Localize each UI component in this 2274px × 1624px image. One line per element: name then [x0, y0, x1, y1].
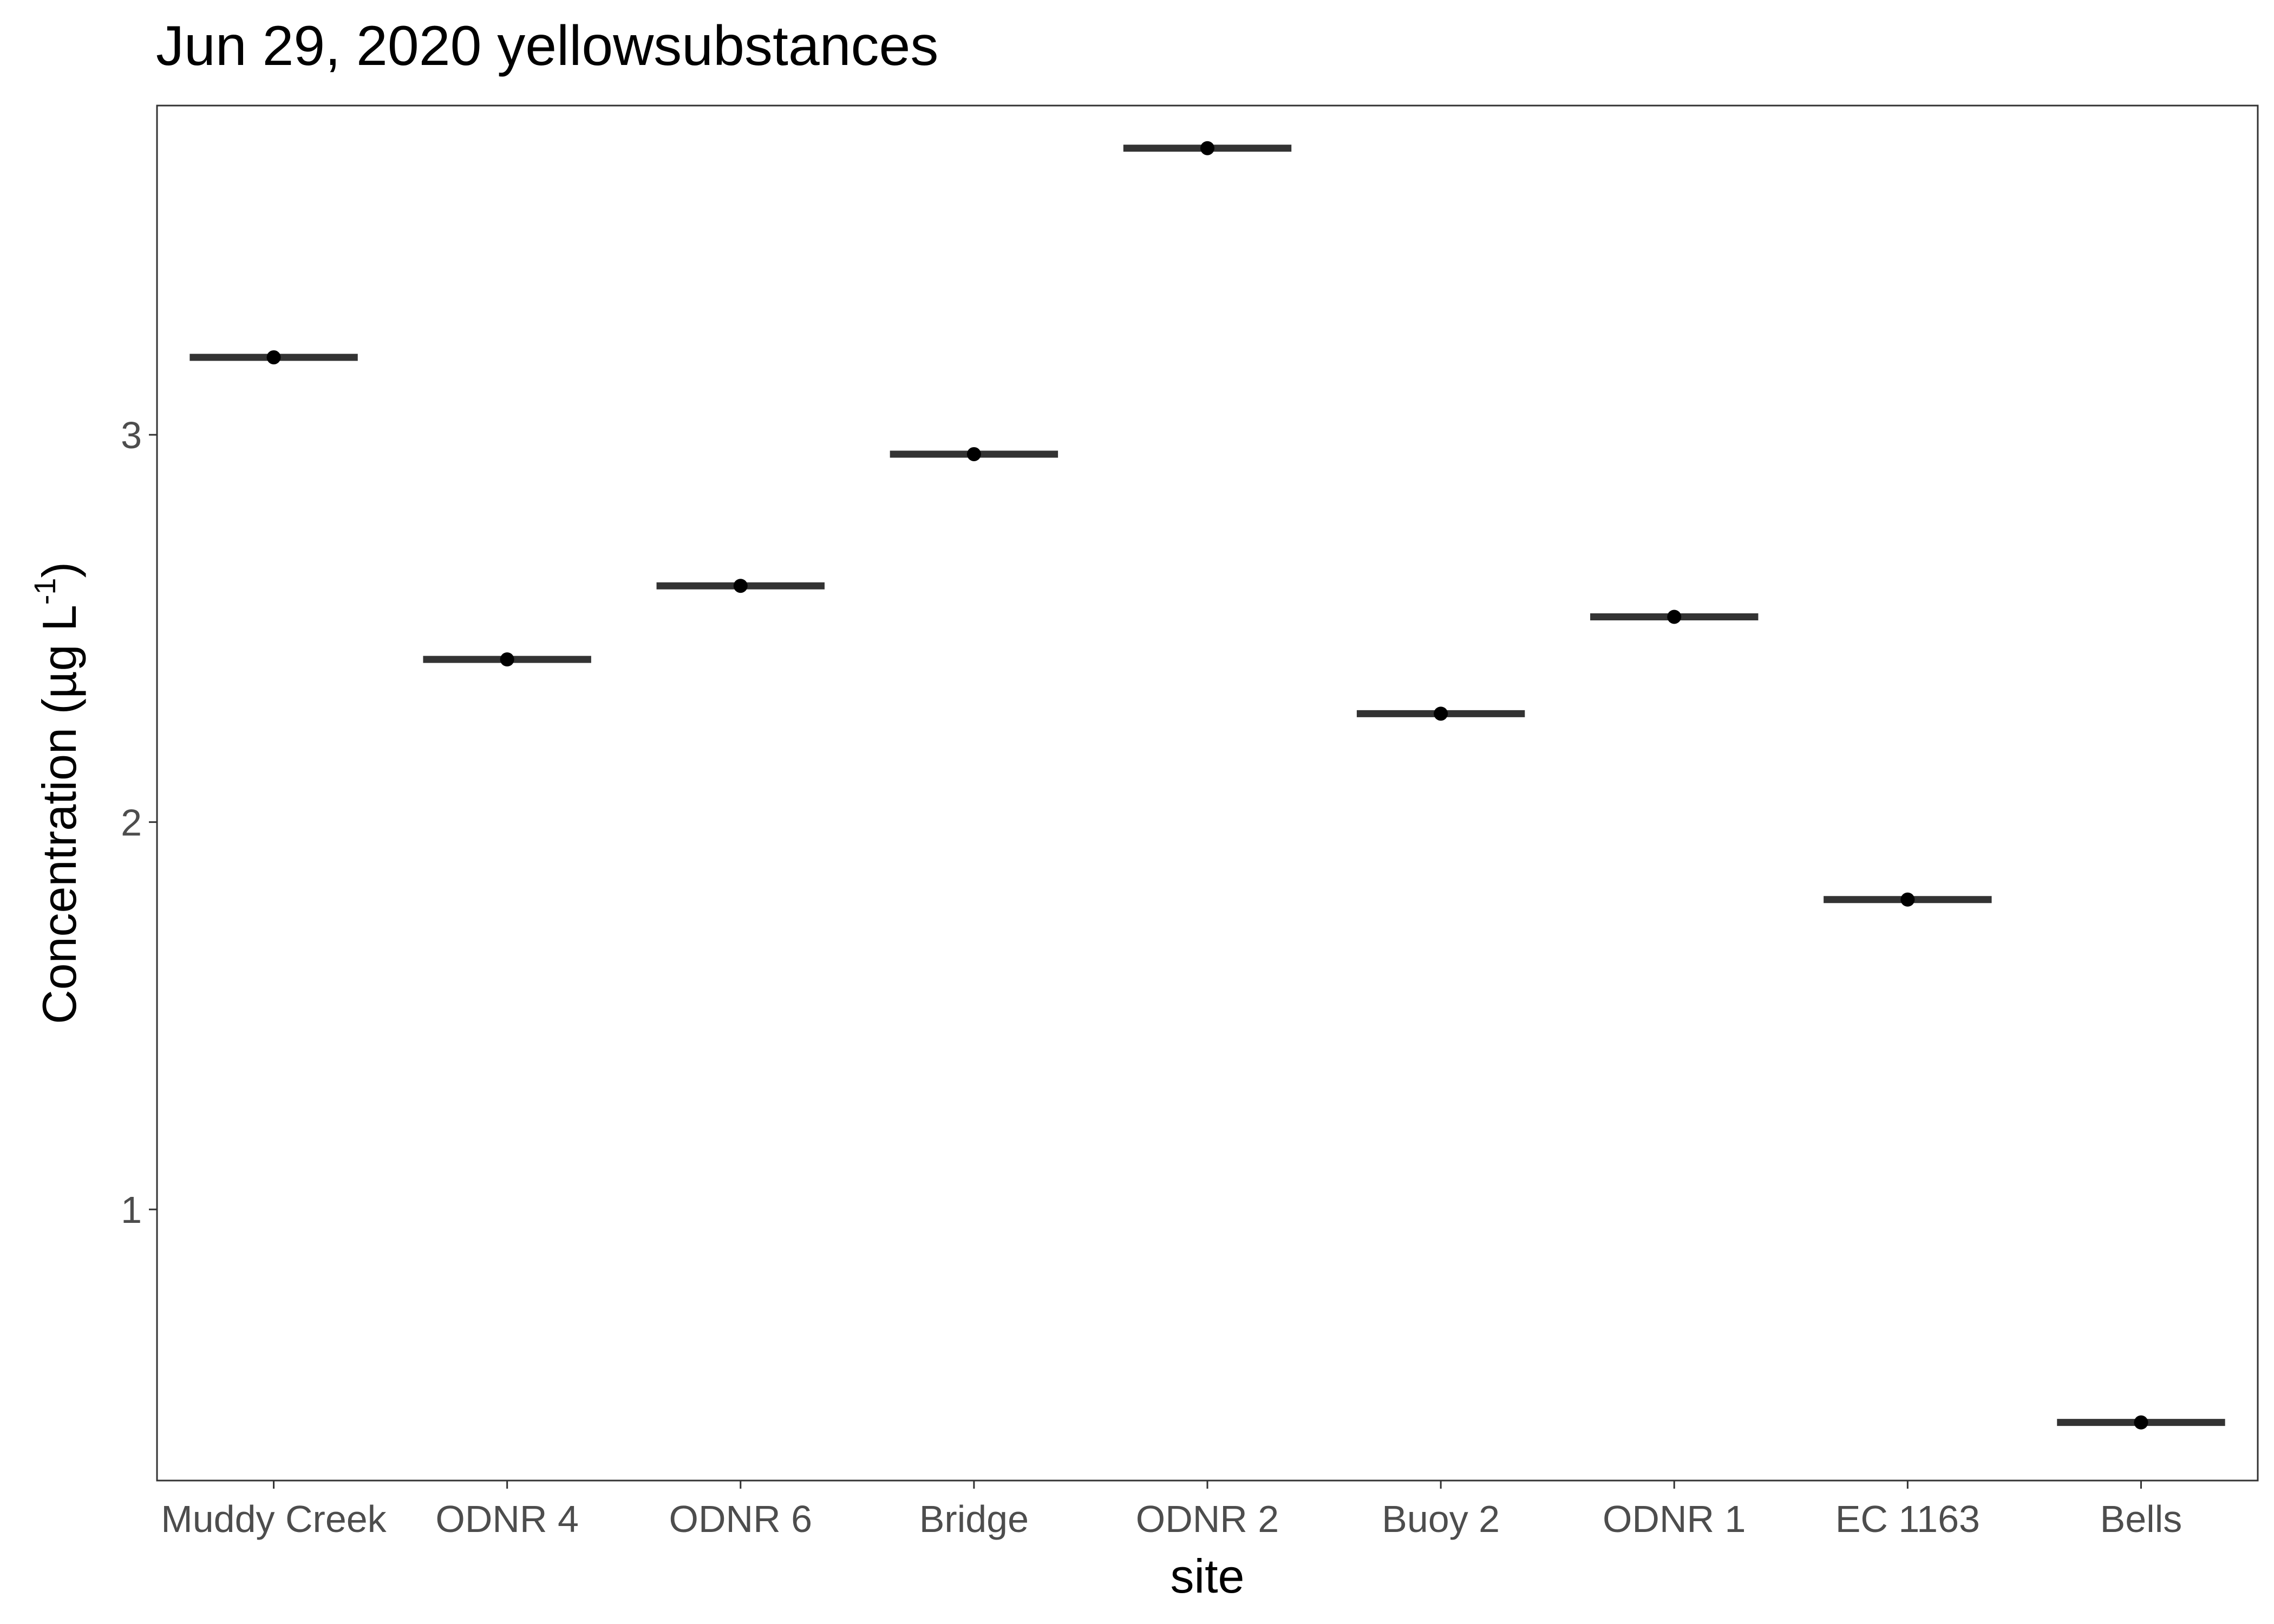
y-tick-label: 3	[121, 414, 142, 456]
y-tick-label: 1	[121, 1189, 142, 1231]
data-point	[1667, 610, 1682, 624]
x-tick-label: EC 1163	[1835, 1498, 1980, 1540]
y-axis-title-suffix: )	[32, 562, 86, 578]
data-point	[1900, 892, 1915, 907]
data-point	[266, 350, 281, 365]
y-tick-label: 2	[121, 802, 142, 844]
x-tick-label: ODNR 6	[669, 1498, 812, 1540]
data-point	[500, 652, 514, 667]
data-point	[733, 579, 748, 593]
chart-title: Jun 29, 2020 yellowsubstances	[156, 15, 938, 77]
data-point	[1434, 706, 1448, 721]
data-point	[966, 447, 981, 461]
data-point	[1200, 141, 1214, 155]
x-tick-label: ODNR 4	[435, 1498, 578, 1540]
x-tick-label: Bridge	[919, 1498, 1029, 1540]
x-axis-title: site	[1171, 1549, 1245, 1603]
x-tick-label: ODNR 2	[1136, 1498, 1279, 1540]
y-axis-title: Concentration (µg L-1)	[28, 562, 86, 1024]
data-point	[2134, 1415, 2148, 1430]
data-marks	[190, 141, 2225, 1430]
x-tick-label: Bells	[2100, 1498, 2182, 1540]
y-axis-title-prefix: Concentration (µg L	[32, 605, 86, 1024]
plot-frame	[156, 104, 2259, 1482]
y-axis-title-superscript: -1	[28, 578, 62, 605]
x-tick-label: ODNR 1	[1603, 1498, 1746, 1540]
x-tick-label: Buoy 2	[1382, 1498, 1500, 1540]
y-axis: 1 2 3	[121, 414, 157, 1231]
x-axis: Muddy Creek ODNR 4 ODNR 6 Bridge ODNR 2 Buoy …	[161, 1481, 2182, 1540]
x-tick-label: Muddy Creek	[161, 1498, 387, 1540]
